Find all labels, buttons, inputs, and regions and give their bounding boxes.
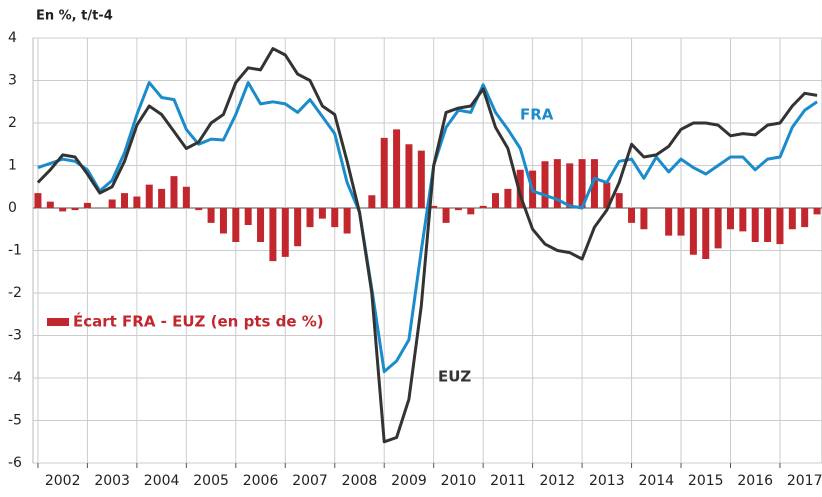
- bar: [331, 208, 339, 228]
- bar: [467, 208, 475, 215]
- bar: [195, 208, 203, 211]
- bar: [417, 150, 425, 208]
- y-tick-label: 1: [8, 158, 17, 174]
- bar: [318, 208, 326, 219]
- x-tick-label: 2002: [45, 473, 81, 489]
- bar: [479, 205, 487, 208]
- legend-swatch: [47, 318, 69, 326]
- bar: [306, 208, 314, 228]
- bar: [71, 208, 79, 211]
- bar: [294, 208, 302, 247]
- y-tick-label: -5: [8, 413, 22, 429]
- x-tick-label: 2012: [540, 473, 576, 489]
- bar: [405, 144, 413, 208]
- x-tick-label: 2016: [737, 473, 773, 489]
- bar: [145, 184, 153, 208]
- bar: [788, 208, 796, 230]
- y-tick-label: -3: [8, 328, 22, 344]
- bar: [603, 182, 611, 208]
- bar: [133, 196, 141, 208]
- bar: [689, 208, 697, 255]
- x-tick-label: 2006: [243, 473, 279, 489]
- x-tick-label: 2015: [688, 473, 724, 489]
- line: [37, 81, 818, 374]
- y-tick-label: -1: [8, 243, 22, 259]
- bar: [257, 208, 265, 242]
- x-tick-label: 2007: [292, 473, 328, 489]
- y-tick-label: 4: [8, 30, 17, 46]
- y-axis-label: En %, t/t-4: [36, 9, 113, 24]
- bar: [504, 188, 512, 208]
- bar: [801, 208, 809, 228]
- bar: [553, 159, 561, 208]
- y-tick-label: 3: [8, 73, 17, 89]
- bar: [343, 208, 351, 234]
- bar: [751, 208, 759, 242]
- bar: [702, 208, 710, 259]
- bar: [776, 208, 784, 245]
- bar: [269, 208, 277, 262]
- bar: [430, 205, 438, 208]
- x-tick-label: 2011: [490, 473, 526, 489]
- bar: [566, 163, 574, 208]
- bar: [516, 169, 524, 208]
- bar: [714, 208, 722, 249]
- bar: [640, 208, 648, 230]
- bar: [182, 186, 190, 208]
- x-tick-label: 2013: [589, 473, 625, 489]
- bar: [615, 193, 623, 208]
- y-tick-label: -6: [8, 455, 22, 471]
- bar: [158, 188, 166, 208]
- bar: [677, 208, 685, 236]
- legend-label: EUZ: [438, 368, 471, 386]
- bar: [281, 208, 289, 257]
- legend-label: Écart FRA - EUZ (en pts de %): [73, 312, 324, 331]
- bar: [739, 208, 747, 232]
- x-tick-label: 2009: [391, 473, 427, 489]
- x-tick-label: 2008: [342, 473, 378, 489]
- x-tick-label: 2005: [193, 473, 229, 489]
- bar: [46, 201, 54, 208]
- bar: [764, 208, 772, 242]
- bar: [454, 208, 462, 211]
- bar: [232, 208, 240, 242]
- bar: [578, 159, 586, 208]
- bar: [207, 208, 215, 223]
- bar: [541, 161, 549, 208]
- bar: [83, 202, 91, 208]
- y-tick-label: 0: [8, 200, 17, 216]
- bar: [393, 129, 401, 208]
- y-tick-label: -4: [8, 370, 22, 386]
- bar: [628, 208, 636, 223]
- bar: [244, 208, 252, 225]
- bar: [665, 208, 673, 236]
- bar: [492, 193, 500, 208]
- bar: [813, 208, 821, 215]
- bar: [442, 208, 450, 223]
- line: [36, 47, 818, 444]
- x-tick-label: 2017: [787, 473, 822, 489]
- bar: [121, 193, 129, 208]
- bar: [170, 176, 178, 208]
- bar: [34, 193, 42, 208]
- y-tick-label: 2: [8, 115, 17, 131]
- x-tick-label: 2004: [144, 473, 180, 489]
- bar: [590, 159, 598, 208]
- bar: [726, 208, 734, 230]
- legend-label: FRA: [520, 106, 554, 124]
- x-tick-label: 2010: [441, 473, 477, 489]
- bar: [219, 208, 227, 234]
- bar: [59, 208, 67, 212]
- bar: [368, 195, 376, 208]
- x-tick-label: 2014: [638, 473, 674, 489]
- x-tick-label: 2003: [94, 473, 130, 489]
- bar: [380, 137, 388, 208]
- bar: [108, 199, 116, 208]
- y-tick-label: -2: [8, 285, 22, 301]
